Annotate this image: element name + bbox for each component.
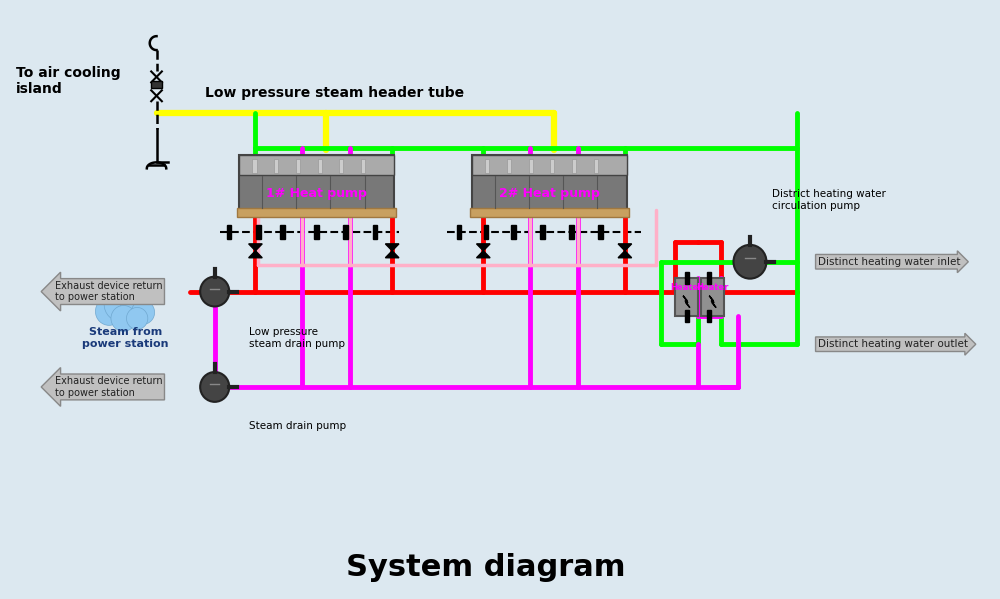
FancyBboxPatch shape (361, 159, 365, 173)
Text: Heater: Heater (670, 283, 703, 292)
Text: 1# Heat pump: 1# Heat pump (266, 187, 367, 200)
Circle shape (104, 288, 137, 321)
Text: Exhaust device return
to power station: Exhaust device return to power station (55, 281, 162, 302)
Circle shape (200, 277, 229, 307)
FancyBboxPatch shape (470, 208, 629, 217)
Text: Distinct heating water inlet: Distinct heating water inlet (818, 257, 960, 267)
FancyBboxPatch shape (707, 272, 711, 283)
Circle shape (121, 292, 150, 321)
Polygon shape (618, 251, 632, 258)
FancyBboxPatch shape (685, 310, 689, 322)
FancyBboxPatch shape (594, 159, 598, 173)
FancyBboxPatch shape (314, 225, 319, 238)
Polygon shape (385, 244, 399, 251)
Text: Low pressure
steam drain pump: Low pressure steam drain pump (249, 327, 345, 349)
FancyBboxPatch shape (511, 225, 516, 238)
Text: Low pressure steam header tube: Low pressure steam header tube (205, 86, 464, 100)
FancyBboxPatch shape (457, 225, 461, 238)
FancyBboxPatch shape (540, 225, 545, 238)
Polygon shape (683, 296, 690, 308)
Polygon shape (249, 251, 262, 258)
FancyBboxPatch shape (227, 225, 231, 238)
Text: 2# Heat pump: 2# Heat pump (499, 187, 600, 200)
Text: System diagram: System diagram (346, 553, 626, 582)
FancyBboxPatch shape (318, 159, 322, 173)
FancyBboxPatch shape (239, 155, 394, 210)
FancyBboxPatch shape (484, 225, 488, 238)
Polygon shape (477, 251, 490, 258)
Circle shape (733, 245, 766, 279)
Polygon shape (249, 244, 262, 251)
FancyBboxPatch shape (472, 155, 627, 174)
Text: Steam drain pump: Steam drain pump (249, 420, 346, 431)
FancyBboxPatch shape (507, 159, 511, 173)
FancyBboxPatch shape (256, 225, 261, 238)
FancyBboxPatch shape (572, 159, 576, 173)
FancyBboxPatch shape (485, 159, 489, 173)
Circle shape (200, 372, 229, 402)
FancyBboxPatch shape (685, 272, 689, 283)
Text: District heating water
circulation pump: District heating water circulation pump (772, 189, 886, 211)
FancyBboxPatch shape (239, 155, 394, 174)
FancyBboxPatch shape (550, 159, 554, 173)
FancyBboxPatch shape (280, 225, 285, 238)
Circle shape (111, 305, 136, 331)
FancyBboxPatch shape (151, 81, 162, 88)
Circle shape (95, 298, 123, 325)
Polygon shape (709, 296, 716, 308)
Polygon shape (385, 251, 399, 258)
FancyBboxPatch shape (529, 159, 533, 173)
FancyBboxPatch shape (339, 159, 343, 173)
Text: Exhaust device return
to power station: Exhaust device return to power station (55, 376, 162, 398)
FancyBboxPatch shape (296, 159, 300, 173)
Circle shape (131, 301, 155, 324)
FancyBboxPatch shape (237, 208, 396, 217)
Polygon shape (618, 244, 632, 251)
Text: Heater: Heater (696, 283, 729, 292)
FancyBboxPatch shape (675, 278, 698, 316)
FancyBboxPatch shape (0, 0, 975, 599)
Polygon shape (477, 244, 490, 251)
Text: Steam from
power station: Steam from power station (82, 327, 169, 349)
FancyBboxPatch shape (274, 159, 278, 173)
FancyBboxPatch shape (343, 225, 348, 238)
FancyBboxPatch shape (569, 225, 574, 238)
FancyBboxPatch shape (598, 225, 603, 238)
FancyBboxPatch shape (252, 159, 257, 173)
FancyBboxPatch shape (701, 278, 724, 316)
Text: Distinct heating water outlet: Distinct heating water outlet (818, 339, 968, 349)
Text: To air cooling
island: To air cooling island (16, 66, 121, 96)
FancyBboxPatch shape (707, 310, 711, 322)
FancyBboxPatch shape (373, 225, 377, 238)
Circle shape (126, 307, 148, 329)
FancyBboxPatch shape (472, 155, 627, 210)
